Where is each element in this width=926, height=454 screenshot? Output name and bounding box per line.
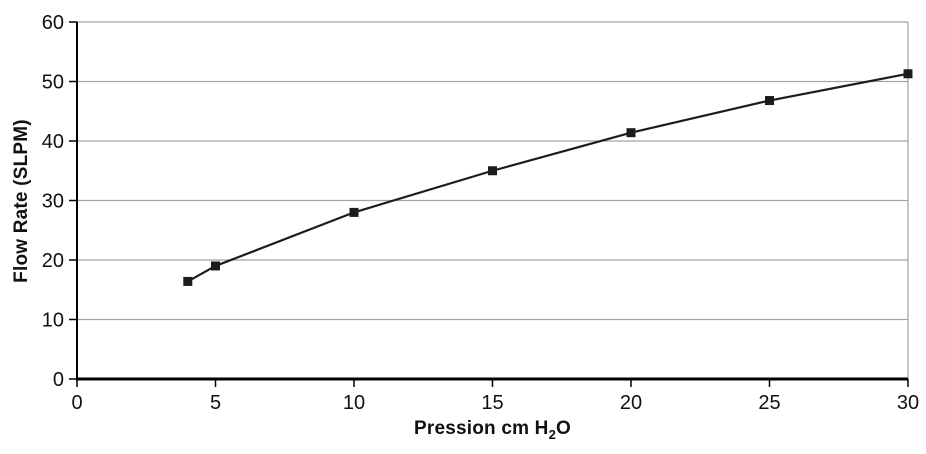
x-axis-title: Pression cm H2O [77, 418, 908, 442]
data-point-marker [349, 207, 359, 217]
y-tick-label: 30 [42, 191, 64, 213]
x-tick-label: 25 [758, 392, 780, 414]
x-tick-label: 20 [620, 392, 642, 414]
y-tick-label: 50 [42, 72, 64, 94]
y-tick-label: 10 [42, 310, 64, 332]
x-tick-label: 15 [481, 392, 503, 414]
data-point-marker [903, 69, 913, 79]
y-tick-label: 20 [42, 250, 64, 272]
series-line [187, 72, 909, 283]
y-tick-label: 40 [42, 131, 64, 153]
x-tick-label: 30 [897, 392, 919, 414]
x-tick-label: 10 [343, 392, 365, 414]
data-point-marker [183, 276, 193, 286]
y-tick-label: 0 [53, 369, 64, 391]
data-point-marker [765, 96, 774, 106]
data-point-marker [211, 261, 220, 271]
y-tick-label: 60 [42, 12, 64, 34]
x-tick-label: 5 [210, 392, 221, 414]
data-point-marker [488, 166, 497, 176]
x-axis-title-subscript: 2 [548, 426, 557, 442]
x-tick-label: 0 [71, 392, 82, 414]
x-axis-title-text: Pression cm H [413, 418, 549, 439]
x-axis-title-suffix: O [556, 418, 572, 439]
data-point-marker [626, 128, 636, 138]
